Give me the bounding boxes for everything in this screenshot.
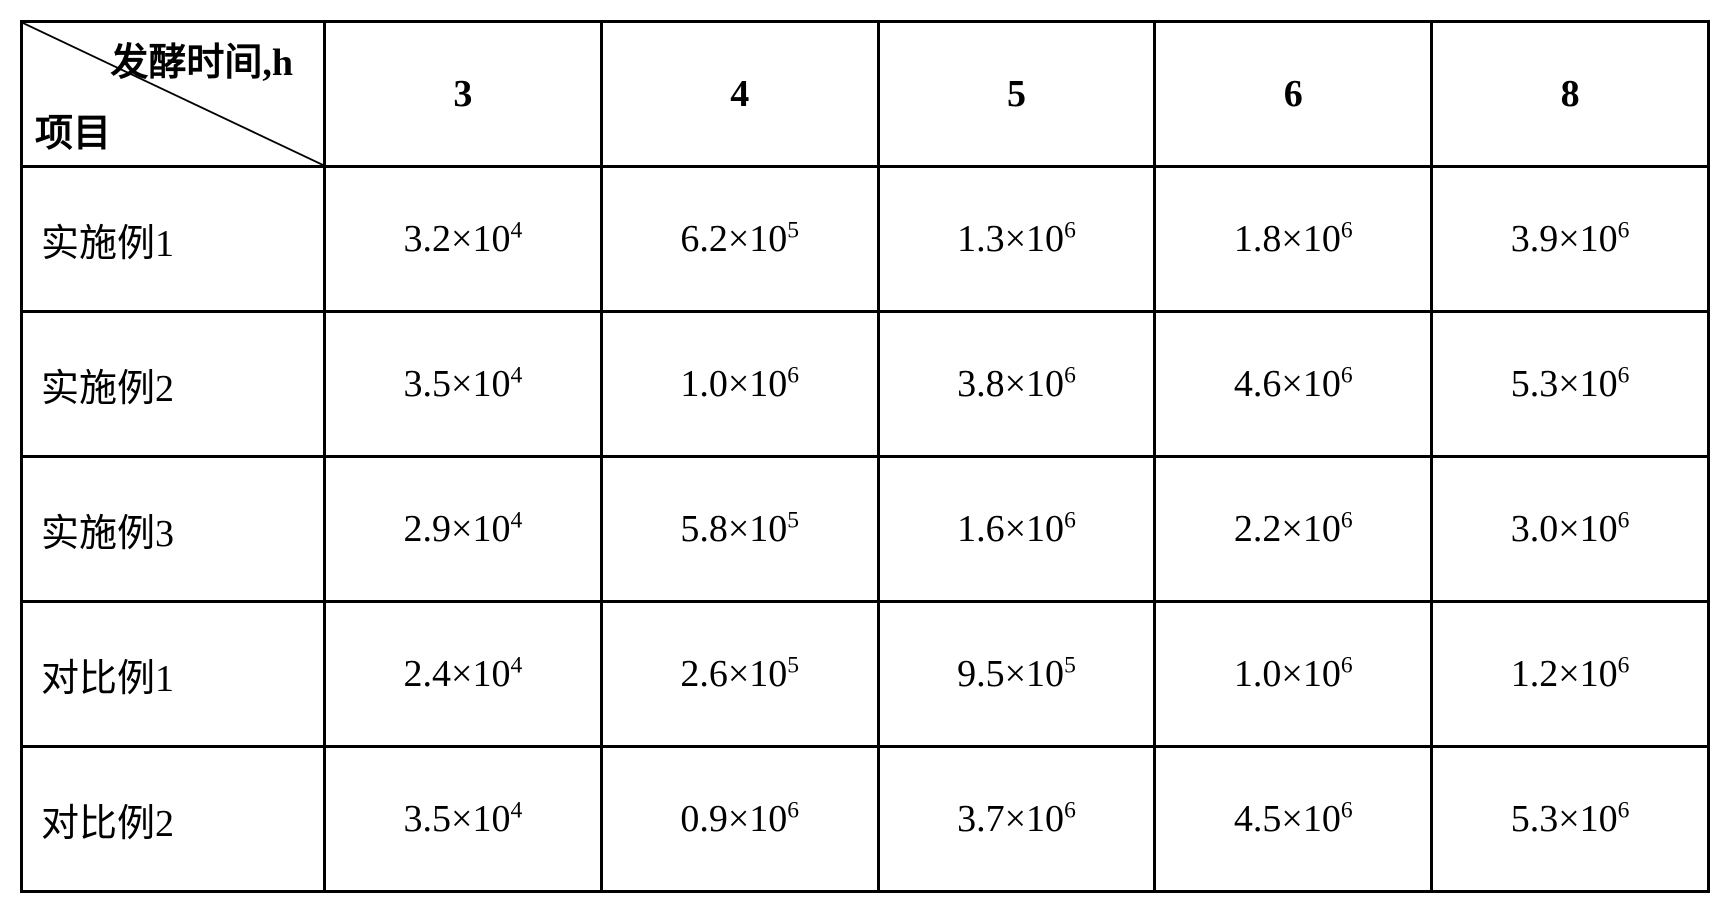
cell-exponent: 6 <box>1341 797 1353 823</box>
data-cell: 5.3×106 <box>1432 747 1709 892</box>
data-cell: 1.6×106 <box>878 457 1155 602</box>
data-cell: 3.5×104 <box>325 747 602 892</box>
cell-base: 3.0 <box>1511 508 1559 550</box>
header-row: 发酵时间,h 项目 3 4 5 6 8 <box>22 22 1709 167</box>
cell-base: 9.5 <box>957 653 1005 695</box>
col-header: 5 <box>878 22 1155 167</box>
cell-base: 2.2 <box>1234 508 1282 550</box>
data-cell: 3.8×106 <box>878 312 1155 457</box>
cell-base: 1.0 <box>1234 653 1282 695</box>
cell-exponent: 4 <box>510 507 522 533</box>
cell-base: 3.7 <box>957 798 1005 840</box>
row-label: 实施例2 <box>22 312 325 457</box>
data-cell: 1.0×106 <box>601 312 878 457</box>
data-cell: 0.9×106 <box>601 747 878 892</box>
data-cell: 5.3×106 <box>1432 312 1709 457</box>
corner-header-cell: 发酵时间,h 项目 <box>22 22 325 167</box>
cell-base: 2.6 <box>680 653 728 695</box>
data-cell: 4.6×106 <box>1155 312 1432 457</box>
data-cell: 1.2×106 <box>1432 602 1709 747</box>
data-cell: 5.8×105 <box>601 457 878 602</box>
cell-exponent: 6 <box>1064 797 1076 823</box>
col-header: 3 <box>325 22 602 167</box>
col-header: 8 <box>1432 22 1709 167</box>
col-header: 4 <box>601 22 878 167</box>
data-cell: 3.9×106 <box>1432 167 1709 312</box>
cell-base: 3.9 <box>1511 218 1559 260</box>
data-cell: 6.2×105 <box>601 167 878 312</box>
cell-exponent: 6 <box>1618 507 1630 533</box>
cell-base: 6.2 <box>680 218 728 260</box>
table-row: 对比例12.4×1042.6×1059.5×1051.0×1061.2×106 <box>22 602 1709 747</box>
cell-exponent: 4 <box>510 362 522 388</box>
cell-base: 2.4 <box>404 653 452 695</box>
data-table: 发酵时间,h 项目 3 4 5 6 8 实施例13.2×1046.2×1051.… <box>20 20 1710 893</box>
data-cell: 1.0×106 <box>1155 602 1432 747</box>
cell-exponent: 6 <box>787 362 799 388</box>
row-label: 对比例1 <box>22 602 325 747</box>
data-cell: 2.6×105 <box>601 602 878 747</box>
col-header: 6 <box>1155 22 1432 167</box>
cell-base: 1.6 <box>957 508 1005 550</box>
cell-base: 4.5 <box>1234 798 1282 840</box>
cell-exponent: 6 <box>1618 362 1630 388</box>
cell-base: 5.3 <box>1511 798 1559 840</box>
cell-base: 4.6 <box>1234 363 1282 405</box>
cell-exponent: 5 <box>1064 652 1076 678</box>
cell-exponent: 4 <box>510 217 522 243</box>
cell-exponent: 6 <box>1618 652 1630 678</box>
cell-exponent: 5 <box>787 507 799 533</box>
corner-bottom-label: 项目 <box>35 102 111 157</box>
table-row: 实施例32.9×1045.8×1051.6×1062.2×1063.0×106 <box>22 457 1709 602</box>
cell-base: 1.2 <box>1511 653 1559 695</box>
cell-base: 2.9 <box>404 508 452 550</box>
cell-base: 1.0 <box>680 363 728 405</box>
data-cell: 4.5×106 <box>1155 747 1432 892</box>
corner-top-label: 发酵时间,h <box>110 31 293 86</box>
table-row: 对比例23.5×1040.9×1063.7×1064.5×1065.3×106 <box>22 747 1709 892</box>
cell-exponent: 6 <box>1064 362 1076 388</box>
cell-exponent: 6 <box>1064 507 1076 533</box>
row-label: 实施例3 <box>22 457 325 602</box>
row-label: 实施例1 <box>22 167 325 312</box>
cell-base: 3.2 <box>404 218 452 260</box>
cell-exponent: 4 <box>510 652 522 678</box>
cell-exponent: 6 <box>787 797 799 823</box>
row-label: 对比例2 <box>22 747 325 892</box>
cell-exponent: 6 <box>1341 362 1353 388</box>
cell-base: 1.8 <box>1234 218 1282 260</box>
cell-exponent: 5 <box>787 652 799 678</box>
cell-exponent: 6 <box>1618 797 1630 823</box>
cell-exponent: 6 <box>1618 217 1630 243</box>
cell-exponent: 6 <box>1064 217 1076 243</box>
data-cell: 3.5×104 <box>325 312 602 457</box>
cell-base: 5.8 <box>680 508 728 550</box>
cell-base: 3.8 <box>957 363 1005 405</box>
cell-exponent: 6 <box>1341 507 1353 533</box>
cell-exponent: 5 <box>787 217 799 243</box>
cell-base: 0.9 <box>680 798 728 840</box>
data-cell: 2.4×104 <box>325 602 602 747</box>
cell-base: 3.5 <box>404 363 452 405</box>
table-row: 实施例23.5×1041.0×1063.8×1064.6×1065.3×106 <box>22 312 1709 457</box>
table-row: 实施例13.2×1046.2×1051.3×1061.8×1063.9×106 <box>22 167 1709 312</box>
data-cell: 2.9×104 <box>325 457 602 602</box>
data-cell: 9.5×105 <box>878 602 1155 747</box>
data-cell: 2.2×106 <box>1155 457 1432 602</box>
cell-base: 5.3 <box>1511 363 1559 405</box>
data-cell: 3.7×106 <box>878 747 1155 892</box>
cell-base: 3.5 <box>404 798 452 840</box>
data-cell: 3.0×106 <box>1432 457 1709 602</box>
cell-exponent: 6 <box>1341 652 1353 678</box>
cell-exponent: 6 <box>1341 217 1353 243</box>
table-body: 实施例13.2×1046.2×1051.3×1061.8×1063.9×106实… <box>22 167 1709 892</box>
data-cell: 3.2×104 <box>325 167 602 312</box>
cell-base: 1.3 <box>957 218 1005 260</box>
cell-exponent: 4 <box>510 797 522 823</box>
data-cell: 1.8×106 <box>1155 167 1432 312</box>
data-cell: 1.3×106 <box>878 167 1155 312</box>
